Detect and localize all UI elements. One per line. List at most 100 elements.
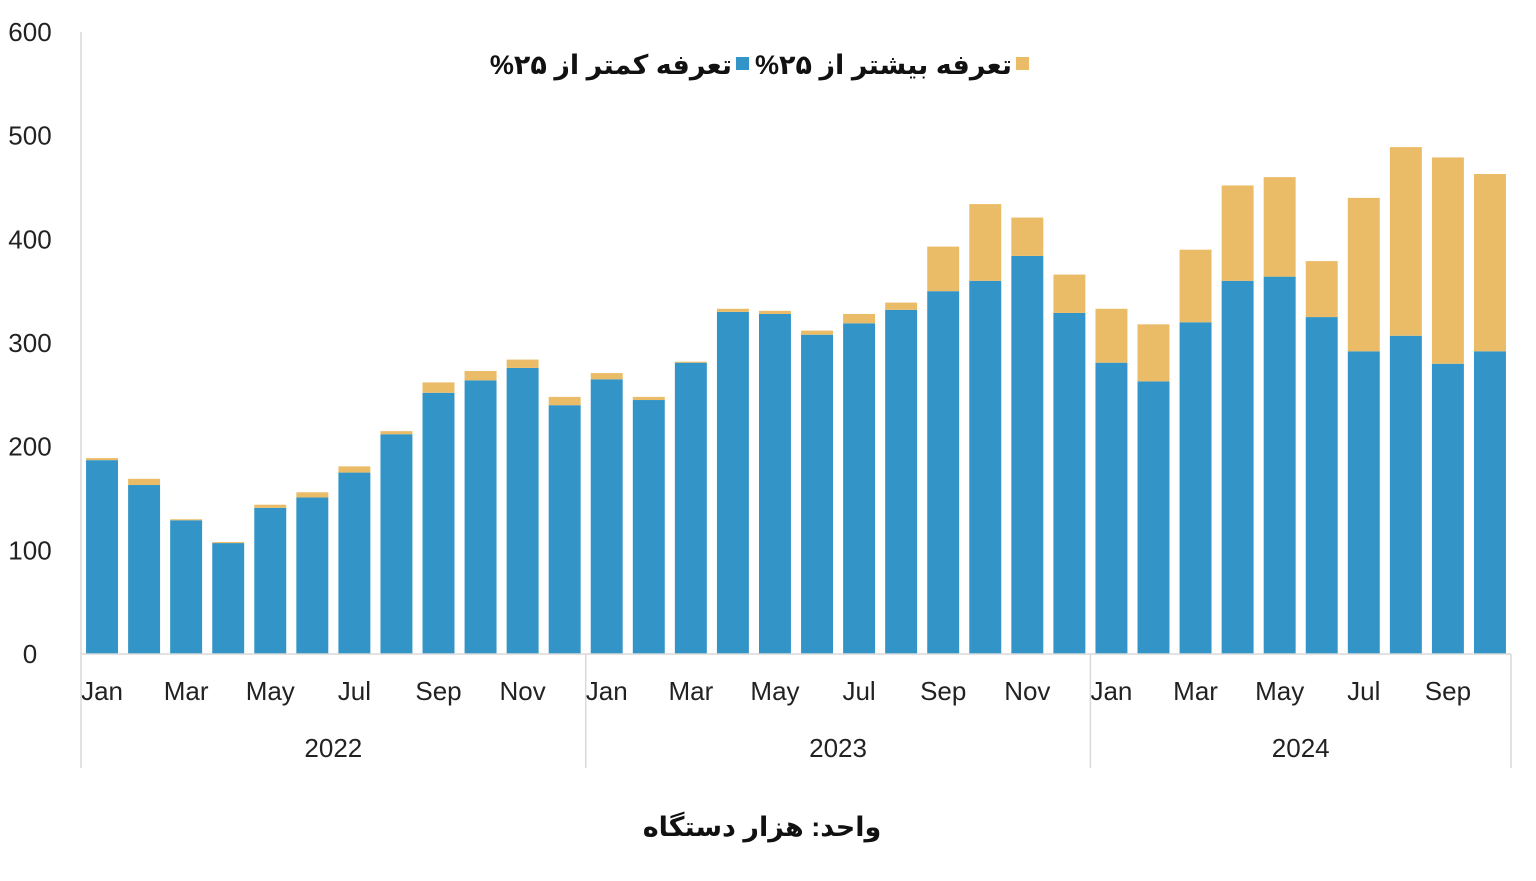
bar-segment-series-2: [1305, 261, 1338, 318]
bar-segment-series-1: [1137, 381, 1170, 654]
legend-marker: [1016, 57, 1029, 70]
y-tick-label: 600: [8, 17, 51, 47]
bar-segment-series-1: [128, 485, 161, 654]
x-axis: Jan Mar May Jul Sep Nov Jan Mar May Jul Sep Nov Jan M…: [80, 653, 1512, 768]
bar-segment-series-2: [464, 370, 497, 381]
bar-segment-series-1: [716, 311, 749, 654]
bars: [86, 147, 1506, 655]
bar-segment-series-1: [1305, 317, 1338, 654]
x-tick-label: Mar: [1173, 676, 1218, 706]
bar-segment-series-2: [1263, 177, 1296, 277]
bar-segment-series-1: [1053, 312, 1086, 654]
y-axis: 0 100 200 300 400 500 600: [8, 17, 82, 669]
bar-segment-series-2: [380, 431, 413, 435]
bar-segment-series-1: [969, 280, 1002, 654]
x-tick-label: Jan: [81, 676, 123, 706]
bar-segment-series-1: [254, 507, 287, 654]
year-group-label: 2023: [809, 733, 867, 763]
bar-segment-series-2: [1347, 197, 1380, 352]
x-tick-label: May: [1255, 676, 1304, 706]
bar-segment-series-1: [1095, 362, 1128, 654]
bar-segment-series-1: [338, 472, 371, 654]
bar-segment-series-2: [506, 359, 539, 368]
bar-segment-series-1: [212, 543, 245, 654]
bar-segment-series-1: [506, 367, 539, 654]
bar-segment-series-2: [1053, 274, 1086, 313]
bar-segment-series-1: [380, 434, 413, 654]
bar-segment-series-1: [464, 380, 497, 654]
legend-marker: [736, 57, 749, 70]
bar-segment-series-1: [422, 392, 455, 654]
legend-label: تعرفه کمتر از ۲۵%: [490, 50, 732, 81]
legend-label: تعرفه بیشتر از ۲۵%: [755, 50, 1012, 81]
bar-segment-series-1: [170, 520, 203, 654]
bar-segment-series-2: [296, 492, 329, 498]
bar-segment-series-2: [1389, 147, 1422, 336]
bar-segment-series-2: [885, 302, 918, 310]
x-tick-label: Jan: [586, 676, 628, 706]
bar-segment-series-2: [590, 373, 623, 380]
bar-segment-series-1: [674, 362, 707, 654]
x-tick-label: May: [246, 676, 295, 706]
y-tick-label: 200: [8, 432, 51, 462]
bar-segment-series-2: [969, 204, 1002, 281]
bar-segment-series-1: [843, 323, 876, 654]
x-tick-label: Nov: [1004, 676, 1050, 706]
bar-segment-series-2: [1137, 324, 1170, 382]
bar-segment-series-2: [843, 313, 876, 324]
bar-segment-series-1: [632, 400, 665, 654]
bar-segment-series-2: [1221, 185, 1254, 281]
bar-segment-series-1: [1011, 255, 1044, 655]
bar-segment-series-2: [1431, 157, 1464, 364]
x-tick-label: Jan: [1090, 676, 1132, 706]
x-tick-label: Mar: [164, 676, 209, 706]
bar-segment-series-1: [296, 497, 329, 654]
x-tick-label: May: [750, 676, 799, 706]
bar-segment-series-1: [1179, 322, 1212, 654]
bar-segment-series-1: [885, 309, 918, 654]
bar-segment-series-2: [716, 308, 749, 312]
bar-segment-series-1: [1263, 276, 1296, 654]
bar-segment-series-1: [758, 313, 791, 654]
bar-segment-series-1: [1473, 351, 1506, 654]
year-group-label: 2024: [1272, 733, 1330, 763]
year-group-label: 2022: [304, 733, 362, 763]
y-tick-label: 400: [8, 224, 51, 254]
x-tick-label: Nov: [499, 676, 545, 706]
y-tick-label: 300: [8, 328, 51, 358]
x-tick-label: Jul: [1347, 676, 1380, 706]
bar-segment-series-2: [128, 478, 161, 486]
bar-segment-series-1: [86, 460, 119, 654]
bar-segment-series-2: [1011, 217, 1044, 256]
x-tick-label: Mar: [668, 676, 713, 706]
bar-segment-series-2: [422, 382, 455, 393]
bar-segment-series-1: [1347, 351, 1380, 654]
y-tick-label: 500: [8, 121, 51, 151]
x-tick-label: Sep: [1425, 676, 1471, 706]
x-tick-label: Sep: [415, 676, 461, 706]
bar-segment-series-2: [1095, 308, 1128, 363]
y-tick-label: 100: [8, 535, 51, 565]
bar-segment-series-2: [212, 542, 245, 544]
unit-label: واحد: هزار دستگاه: [643, 811, 882, 843]
bar-segment-series-1: [590, 379, 623, 654]
bar-segment-series-1: [801, 334, 834, 654]
bar-segment-series-2: [674, 361, 707, 363]
x-tick-label: Jul: [338, 676, 371, 706]
bar-segment-series-1: [927, 291, 960, 654]
bar-segment-series-2: [1179, 249, 1212, 323]
bar-segment-series-2: [548, 396, 581, 406]
bar-segment-series-1: [1431, 363, 1464, 654]
x-tick-label: Sep: [920, 676, 966, 706]
bar-segment-series-2: [801, 330, 834, 335]
bar-segment-series-2: [170, 519, 203, 521]
bar-segment-series-1: [1221, 280, 1254, 654]
bar-segment-series-2: [1473, 174, 1506, 352]
bar-segment-series-2: [927, 246, 960, 292]
bar-segment-series-2: [86, 458, 119, 461]
bar-segment-series-1: [548, 405, 581, 654]
x-tick-label: Jul: [842, 676, 875, 706]
bar-segment-series-2: [338, 466, 371, 473]
legend: تعرفه بیشتر از ۲۵% تعرفه کمتر از ۲۵%: [490, 50, 1029, 81]
